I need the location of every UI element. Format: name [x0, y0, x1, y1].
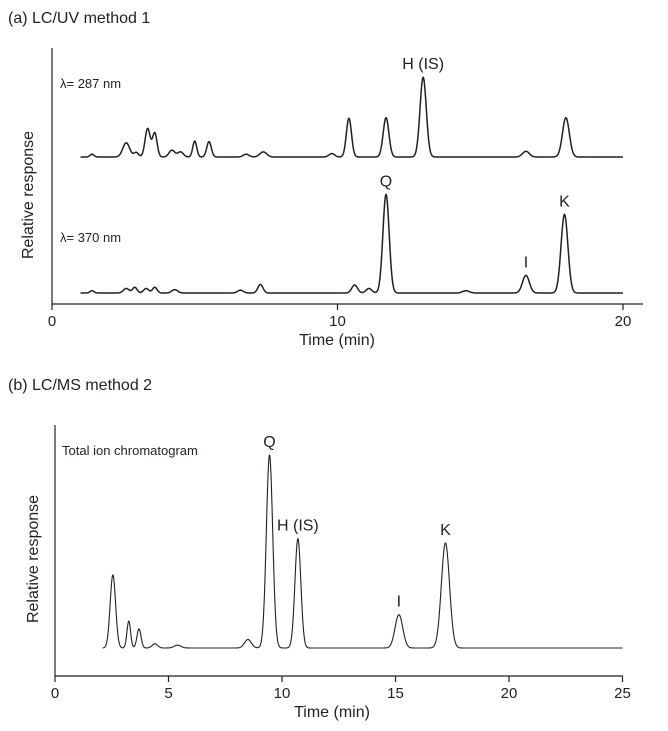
peak-label: Q [263, 434, 275, 451]
panel-a-y-axis-title: Relative response [20, 131, 37, 259]
trace-label-tic: Total ion chromatogram [62, 443, 198, 458]
peak-label: H (IS) [402, 56, 444, 73]
panel-b-ms-chromatogram: (b) LC/MS method 2 Relative response 0 5 1… [8, 377, 631, 721]
panel-b-y-axis-title: Relative response [25, 495, 42, 623]
trace-370nm [80, 193, 624, 294]
x-tick-label: 15 [387, 685, 404, 702]
trace-label-287nm: λ= 287 nm [60, 76, 121, 91]
x-tick-label: 20 [615, 313, 632, 330]
panel-a-x-ticks: 0 10 20 [48, 304, 632, 330]
x-tick-label: 25 [614, 685, 631, 702]
trace-total-ion-chromatogram [102, 454, 623, 649]
panel-b-title: (b) LC/MS method 2 [8, 377, 152, 394]
x-tick-label: 0 [51, 685, 59, 702]
x-tick-label: 5 [164, 685, 172, 702]
peak-label: I [397, 594, 401, 611]
trace-label-370nm: λ= 370 nm [60, 230, 121, 245]
peak-label: K [559, 193, 570, 210]
panel-a-x-axis-title: Time (min) [299, 332, 375, 349]
panel-b-x-ticks: 0 5 10 15 20 25 [51, 676, 631, 702]
peak-label: K [440, 522, 451, 539]
x-tick-label: 10 [274, 685, 291, 702]
panel-b-x-axis-title: Time (min) [294, 704, 370, 721]
x-tick-label: 0 [48, 313, 56, 330]
panel-b-peak-labels: Q H (IS) I K [263, 434, 451, 611]
peak-label: Q [380, 173, 392, 190]
trace-287nm [80, 76, 624, 158]
peak-label: H (IS) [277, 518, 319, 535]
x-tick-label: 10 [329, 313, 346, 330]
x-tick-label: 20 [501, 685, 518, 702]
panel-a-uv-chromatograms: (a) LC/UV method 1 Relative response 0 10… [8, 10, 643, 349]
panel-a-title: (a) LC/UV method 1 [8, 10, 150, 27]
panel-a-peak-labels: H (IS) Q I K [380, 56, 570, 271]
peak-label: I [524, 254, 528, 271]
